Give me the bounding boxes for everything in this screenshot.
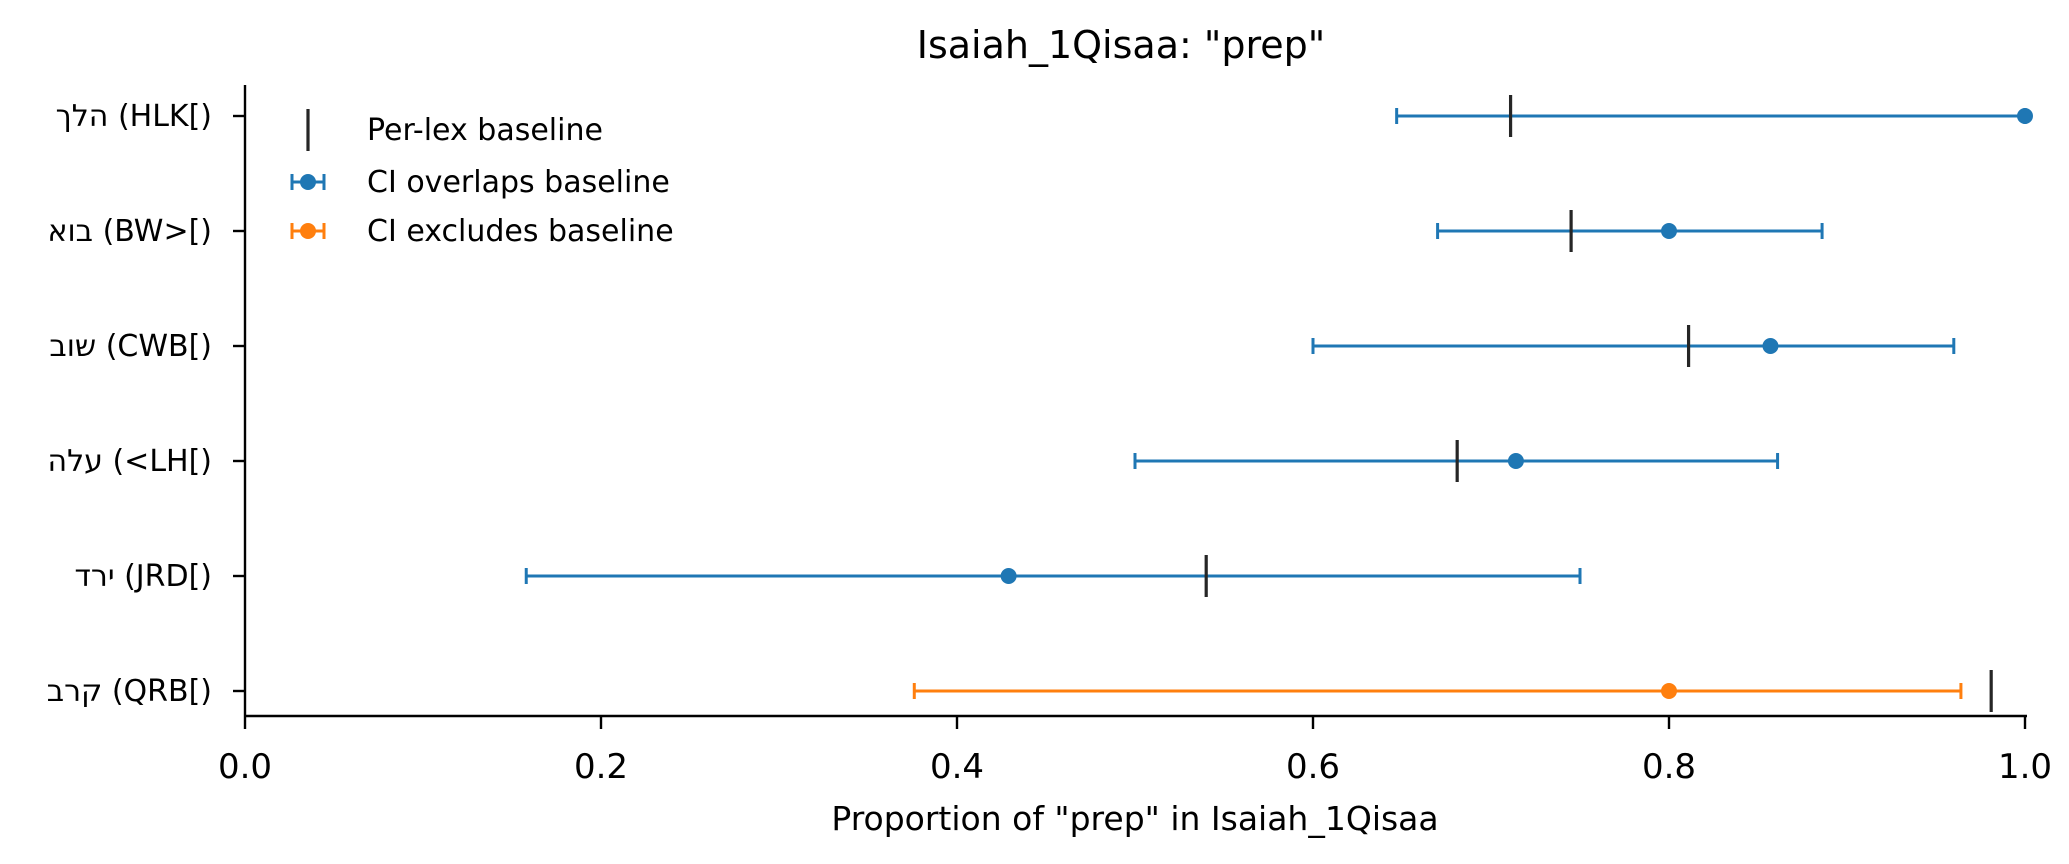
x-tick-label: 0.0 [218, 747, 272, 787]
legend-point [300, 223, 316, 239]
estimate-point [1000, 568, 1017, 584]
estimate-point [1762, 338, 1779, 354]
chart-title: Isaiah_1Qisaa: "prep" [917, 23, 1325, 67]
estimate-point [1661, 223, 1677, 239]
y-ticks: הלך (HLK[) בוא (BW>[) שוב (CWB[) עלה (<LH[)… [47, 99, 245, 709]
x-axis-label: Proportion of "prep" in Isaiah_1Qisaa [831, 799, 1438, 838]
x-tick-label: 0.6 [1286, 747, 1340, 787]
y-tick-label: הלך (HLK[) [56, 99, 212, 134]
legend-label: CI overlaps baseline [367, 165, 670, 200]
estimate-point [1507, 453, 1524, 469]
estimate-point [2017, 108, 2033, 124]
x-tick-label: 1.0 [1998, 747, 2052, 787]
x-tick-label: 0.2 [574, 747, 628, 787]
y-tick-label: שוב (CWB[) [49, 329, 212, 364]
y-tick-label: ירד (JRD[) [75, 559, 212, 594]
legend: Per-lex baseline CI overlaps baseline CI e… [290, 109, 674, 249]
x-tick-label: 0.4 [930, 747, 984, 787]
y-tick-label: קרב (QRB[) [47, 674, 212, 709]
estimate-point [1661, 683, 1677, 699]
legend-label: Per-lex baseline [367, 113, 603, 148]
x-tick-label: 0.8 [1642, 747, 1696, 787]
legend-label: CI excludes baseline [367, 214, 674, 249]
plot-area [524, 95, 2033, 712]
y-tick-label: עלה (<LH[) [48, 444, 213, 479]
y-tick-label: בוא (BW>[) [47, 214, 212, 249]
legend-point [300, 174, 316, 190]
x-ticks: 0.0 0.2 0.4 0.6 0.8 1.0 [218, 717, 2052, 787]
